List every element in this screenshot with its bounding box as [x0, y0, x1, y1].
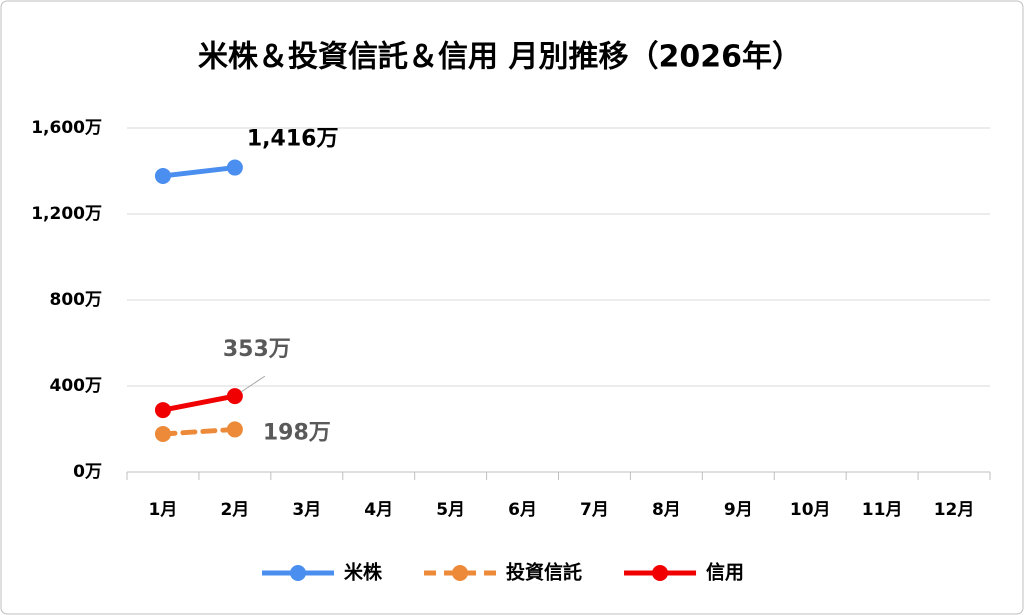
x-tick-label: 7月: [580, 500, 609, 520]
y-tick-label: 0万: [73, 462, 102, 482]
series-line: [160, 165, 238, 179]
x-tick-label: 8月: [652, 500, 681, 520]
legend-label: 投資信託: [506, 561, 582, 584]
y-tick-label: 400万: [50, 376, 103, 396]
data-label: 1,416万: [247, 127, 339, 152]
legend-marker: [290, 565, 306, 581]
x-tick-label: 3月: [292, 500, 321, 520]
x-tick-label: 12月: [934, 500, 975, 520]
legend-marker: [452, 565, 469, 581]
data-label: 353万: [223, 337, 291, 362]
data-point: [226, 388, 243, 405]
series-line: [160, 393, 238, 413]
x-tick-label: 2月: [220, 500, 249, 520]
data-point: [226, 159, 243, 176]
series-line: [160, 426, 238, 437]
leader-line: [240, 375, 266, 393]
data-point: [154, 167, 171, 184]
legend-label: 米株: [344, 561, 383, 584]
data-label: 198万: [263, 420, 331, 445]
x-tick-label: 6月: [508, 500, 537, 520]
data-point: [154, 425, 171, 442]
y-tick-label: 800万: [50, 290, 103, 310]
x-tick-label: 9月: [724, 500, 753, 520]
x-tick-label: 10月: [790, 500, 831, 520]
x-tick-label: 1月: [149, 500, 178, 520]
legend-marker: [652, 565, 669, 581]
x-tick-label: 11月: [862, 500, 903, 520]
x-tick-label: 4月: [364, 500, 393, 520]
y-tick-label: 1,200万: [31, 204, 102, 224]
data-point: [154, 402, 171, 419]
x-tick-label: 5月: [436, 500, 465, 520]
data-point: [226, 421, 243, 438]
y-tick-label: 1,600万: [31, 118, 102, 138]
legend-label: 信用: [706, 561, 744, 584]
chart-title: 米株＆投資信託＆信用 月別推移（2026年）: [198, 40, 802, 75]
